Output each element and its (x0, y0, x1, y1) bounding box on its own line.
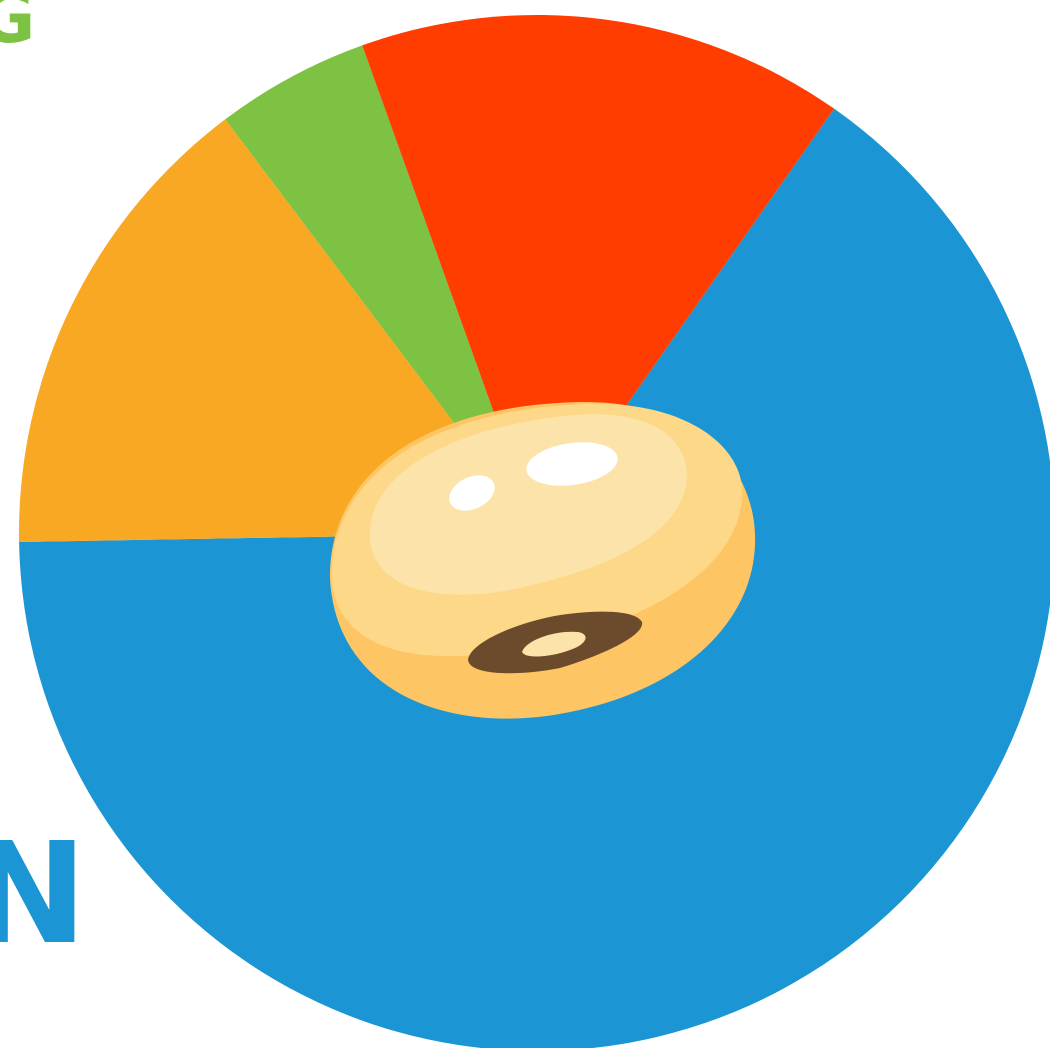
edge-letter-bottom: N (0, 813, 87, 976)
edge-letter-top: G (0, 0, 35, 59)
pie-slice-red (362, 14, 835, 533)
bean-hilum-inner (522, 631, 586, 657)
soybean-icon (329, 401, 756, 719)
bean-highlight-small (449, 475, 495, 511)
bean-highlight-large (526, 442, 618, 486)
pie-slice-orange (18, 119, 537, 543)
pie-slice-green (225, 45, 537, 533)
